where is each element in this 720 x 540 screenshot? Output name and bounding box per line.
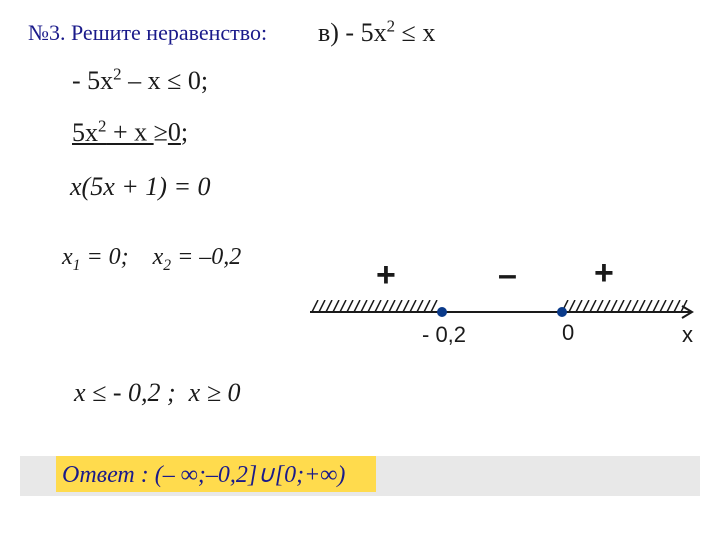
sign-plus-left: + [376,256,396,295]
label-zero: 0 [562,320,574,346]
sign-plus-right: + [594,254,614,293]
label-neg02: - 0,2 [422,322,466,348]
step-1: - 5х2 – х ≤ 0; [72,64,208,96]
number-line-svg [310,300,700,330]
hatch-left [312,300,437,312]
number-line [310,300,690,380]
problem-header: №3. Решите неравенство: [28,20,267,46]
step-3-factored: x(5x + 1) = 0 [70,172,211,202]
label-x-axis: х [682,322,693,348]
step-2: 5х2 + х ≥0; [72,116,188,148]
solution-inequality: x ≤ - 0,2 ; x ≥ 0 [74,378,240,408]
hatch-right [562,300,687,312]
point-zero [557,307,567,317]
answer-text: Ответ : (– ∞;–0,2]∪[0;+∞) [62,460,345,489]
problem-statement: в) - 5х2 ≤ х [318,16,435,48]
roots: x1 = 0; x2 = –0,2 [62,244,241,275]
point-neg02 [437,307,447,317]
sign-minus: – [498,256,517,295]
